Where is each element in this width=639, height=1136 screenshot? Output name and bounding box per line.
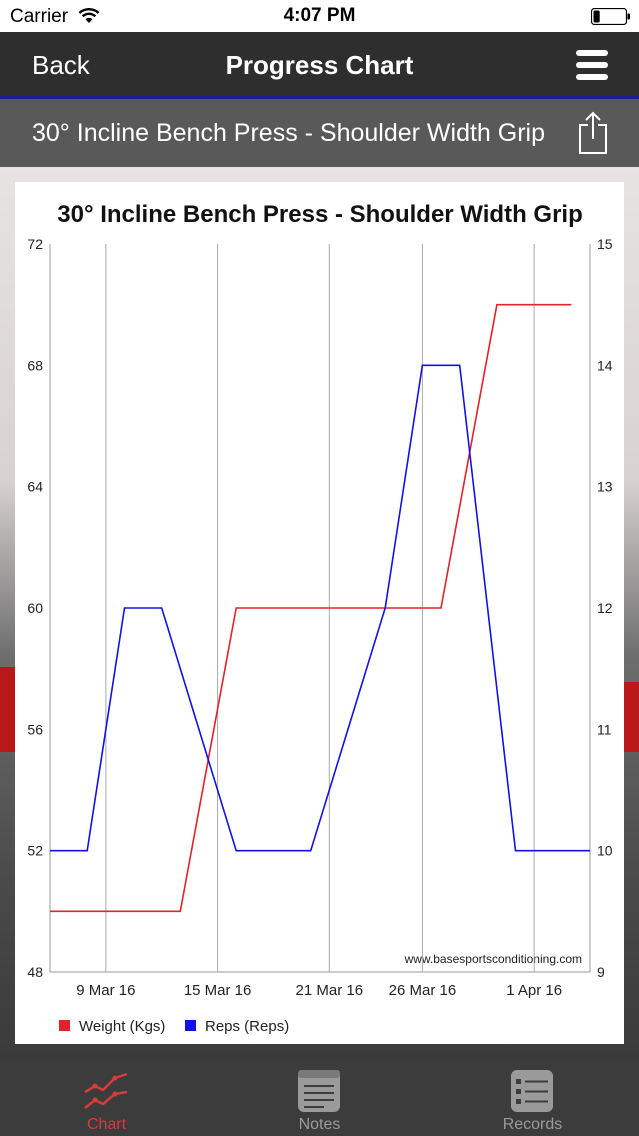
y-right-tick-label: 12 <box>597 600 613 616</box>
x-tick-label: 21 Mar 16 <box>296 982 364 999</box>
tab-chart-label: Chart <box>86 1116 127 1133</box>
legend-label: Weight (Kgs) <box>79 1018 165 1035</box>
chart-legend[interactable]: Weight (Kgs) Reps (Reps) <box>59 1018 289 1035</box>
chart-icon <box>84 1072 128 1109</box>
status-time: 4:07 PM <box>283 5 356 26</box>
tab-records[interactable]: Records <box>426 1060 639 1136</box>
x-tick-label: 26 Mar 16 <box>389 982 457 999</box>
chart-watermark: www.basesportsconditioning.com <box>404 952 582 966</box>
y-right-tick-label: 15 <box>597 236 613 252</box>
y-right-tick-label: 11 <box>597 721 612 737</box>
progress-chart: 30° Incline Bench Press - Shoulder Width… <box>15 182 624 1044</box>
x-tick-label: 1 Apr 16 <box>506 982 562 999</box>
chart-ticks: 9 Mar 16 15 Mar 16 21 Mar 16 26 Mar 16 1 Apr… <box>27 236 612 999</box>
carrier-label: Carrier <box>10 6 69 27</box>
tab-chart[interactable]: Chart <box>0 1060 213 1136</box>
status-bar: Carrier 4:07 PM <box>0 0 639 32</box>
hamburger-menu-icon[interactable] <box>576 48 610 82</box>
nav-divider <box>0 96 639 99</box>
y-left-tick-label: 68 <box>27 357 43 373</box>
series-line <box>50 303 572 913</box>
page-title: Progress Chart <box>225 50 414 80</box>
y-left-tick-label: 64 <box>27 479 43 495</box>
tab-records-label: Records <box>502 1116 563 1133</box>
series-line <box>50 364 590 852</box>
legend-swatch <box>59 1020 70 1031</box>
tab-bar: Chart Notes Records <box>0 1060 639 1136</box>
battery-icon <box>591 8 630 25</box>
y-left-tick-label: 72 <box>27 236 43 252</box>
y-right-tick-label: 13 <box>597 479 613 495</box>
y-right-tick-label: 10 <box>597 843 613 859</box>
legend-label: Reps (Reps) <box>205 1018 289 1035</box>
legend-swatch <box>185 1020 196 1031</box>
x-tick-label: 15 Mar 16 <box>184 982 252 999</box>
background-logo-fragment <box>619 682 639 752</box>
exercise-header: 30° Incline Bench Press - Shoulder Width… <box>0 99 639 167</box>
tab-notes-label: Notes <box>298 1116 341 1133</box>
notes-icon <box>298 1070 340 1112</box>
chart-title: 30° Incline Bench Press - Shoulder Width… <box>57 201 582 228</box>
tab-notes[interactable]: Notes <box>213 1060 426 1136</box>
records-icon <box>511 1070 553 1112</box>
nav-bar: Back Progress Chart <box>0 32 639 98</box>
y-left-tick-label: 52 <box>27 843 43 859</box>
exercise-name: 30° Incline Bench Press - Shoulder Width… <box>32 119 546 147</box>
y-right-tick-label: 14 <box>597 357 613 373</box>
chart-series <box>50 303 590 913</box>
wifi-icon <box>78 8 100 23</box>
share-icon[interactable] <box>578 111 608 155</box>
battery-fill <box>593 10 600 23</box>
x-tick-label: 9 Mar 16 <box>76 982 135 999</box>
chart-svg: 30° Incline Bench Press - Shoulder Width… <box>27 201 612 1035</box>
y-left-tick-label: 56 <box>27 721 43 737</box>
y-right-tick-label: 9 <box>597 964 605 980</box>
y-left-tick-label: 60 <box>27 600 43 616</box>
back-button[interactable]: Back <box>32 50 90 80</box>
y-left-tick-label: 48 <box>27 964 43 980</box>
